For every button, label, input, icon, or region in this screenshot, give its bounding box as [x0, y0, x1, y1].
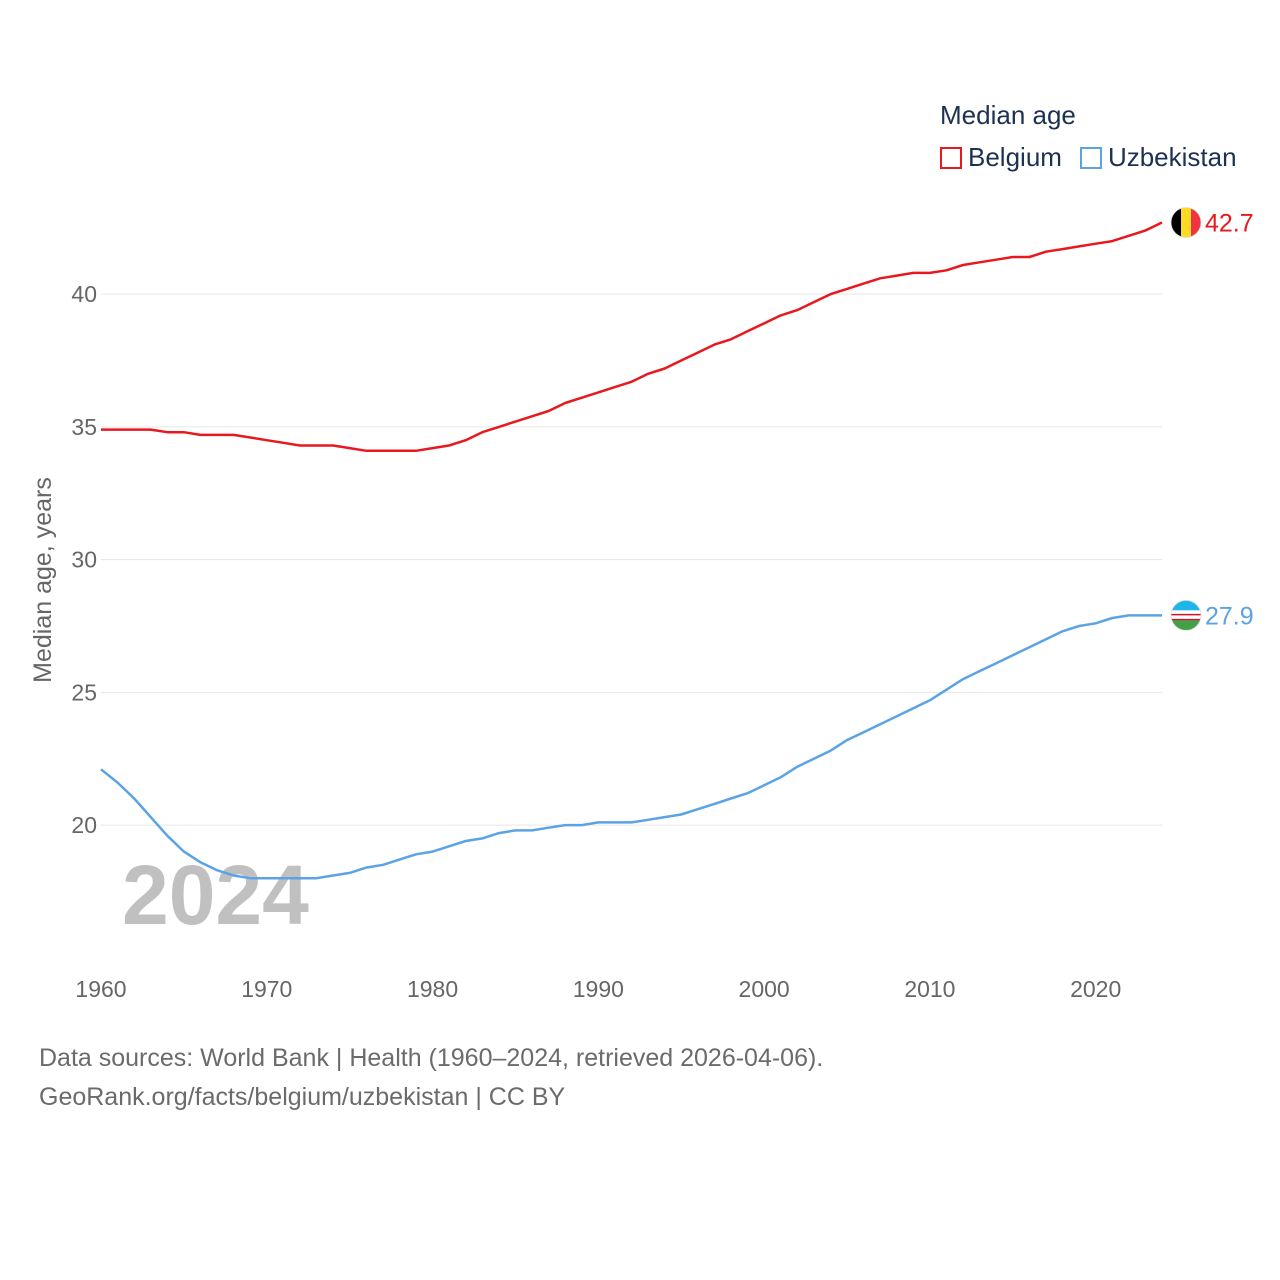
legend-item-uzbekistan[interactable]: Uzbekistan — [1079, 142, 1237, 173]
legend-title: Median age — [940, 100, 1076, 130]
legend: Belgium Uzbekistan — [940, 142, 1255, 173]
footer-sources: Data sources: World Bank | Health (1960–… — [39, 1044, 824, 1072]
legend-label-uzbekistan: Uzbekistan — [1107, 142, 1237, 172]
y-tick-label: 20 — [71, 812, 97, 838]
x-axis-ticks: 1960 1970 1980 1990 2000 2010 2020 — [75, 976, 1121, 1002]
y-tick-label: 40 — [71, 281, 97, 307]
uzbekistan-flag-icon — [1170, 599, 1202, 631]
gridlines — [101, 293, 1162, 826]
legend-swatch-belgium — [940, 146, 962, 169]
y-axis-title: Median age, years — [29, 477, 57, 683]
y-tick-label: 25 — [71, 679, 97, 705]
footer-attribution[interactable]: GeoRank.org/facts/belgium/uzbekistan | C… — [39, 1083, 566, 1111]
end-label-belgium: 42.7 — [1205, 210, 1254, 238]
legend-swatch-uzbekistan — [1079, 146, 1102, 169]
series-line-belgium[interactable] — [101, 221, 1163, 453]
end-label-uzbekistan: 27.9 — [1205, 602, 1254, 630]
legend-label-belgium: Belgium — [968, 142, 1062, 172]
x-tick-label: 1970 — [241, 976, 292, 1002]
series-end-markers: 42.7 27.9 — [1170, 207, 1254, 631]
series-line-uzbekistan[interactable] — [100, 614, 1162, 880]
x-tick-label: 1960 — [75, 976, 126, 1002]
x-tick-label: 2000 — [739, 976, 790, 1002]
x-tick-label: 2020 — [1070, 976, 1121, 1002]
year-stamp: 2024 — [122, 848, 309, 942]
y-tick-label: 35 — [71, 414, 97, 440]
x-tick-label: 1980 — [407, 976, 458, 1002]
y-tick-label: 30 — [71, 547, 97, 573]
x-tick-label: 2010 — [904, 976, 955, 1002]
series-lines — [100, 221, 1163, 880]
belgium-flag-icon — [1170, 207, 1202, 238]
y-axis-ticks: 20 25 30 35 40 — [71, 281, 97, 838]
legend-item-belgium[interactable]: Belgium — [940, 142, 1062, 173]
x-tick-label: 1990 — [573, 976, 624, 1002]
